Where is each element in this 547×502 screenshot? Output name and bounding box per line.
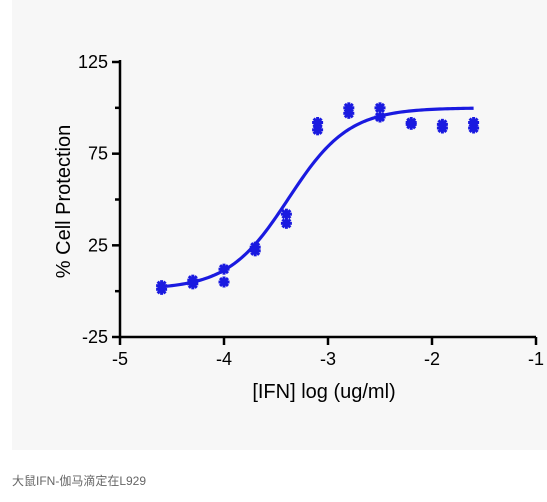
data-point-stroke — [218, 276, 230, 288]
data-point-stroke — [374, 102, 386, 113]
data-point-stroke — [187, 275, 198, 286]
data-point — [405, 117, 417, 128]
data-point-stroke — [343, 102, 354, 113]
data-point — [312, 117, 324, 128]
fit-curve-layer — [161, 106, 474, 289]
y-axis-title: % Cell Protection — [53, 125, 75, 278]
data-point — [156, 280, 168, 292]
x-tick-label: -5 — [112, 349, 128, 369]
data-point — [468, 117, 480, 128]
data-point — [187, 274, 199, 286]
data-point-stroke — [281, 218, 292, 229]
data-point — [374, 102, 386, 114]
data-point — [343, 102, 355, 114]
x-axis-title: [IFN] log (ug/ml) — [252, 381, 395, 403]
data-point-stroke — [374, 111, 386, 123]
axis-labels: -25 25 75 125 -5 -4 -3 -2 -1 [IFN] log (ug/ml) % C… — [53, 52, 544, 403]
x-tick-label: -4 — [216, 349, 232, 369]
data-point — [436, 118, 448, 130]
data-point-stroke — [218, 264, 230, 275]
fit-curve — [161, 106, 474, 289]
y-tick-label: 25 — [88, 235, 108, 255]
data-point — [280, 208, 292, 220]
y-tick-label: -25 — [82, 327, 108, 347]
x-tick-label: -3 — [320, 349, 336, 369]
data-point — [218, 276, 230, 288]
data-point-stroke — [437, 119, 448, 130]
data-points-layer — [156, 102, 480, 295]
figure-caption: 大鼠IFN-伽马滴定在L929 — [12, 474, 147, 488]
data-point-stroke — [281, 209, 292, 220]
y-tick-label: 125 — [78, 52, 108, 72]
data-point-stroke — [156, 280, 167, 291]
data-point-stroke — [250, 242, 261, 253]
y-tick-label: 75 — [88, 144, 108, 164]
x-tick-label: -2 — [424, 349, 440, 369]
data-point-stroke — [406, 117, 417, 128]
data-point-stroke — [312, 117, 323, 128]
axes — [112, 60, 538, 345]
data-point — [218, 263, 230, 275]
data-point-stroke — [468, 117, 479, 128]
data-point — [249, 241, 261, 253]
figure-panel: -25 25 75 125 -5 -4 -3 -2 -1 [IFN] log (ug/ml) % C… — [12, 0, 547, 450]
dose-response-chart: -25 25 75 125 -5 -4 -3 -2 -1 [IFN] log (ug/ml) % C… — [53, 52, 544, 403]
x-tick-label: -1 — [528, 349, 544, 369]
